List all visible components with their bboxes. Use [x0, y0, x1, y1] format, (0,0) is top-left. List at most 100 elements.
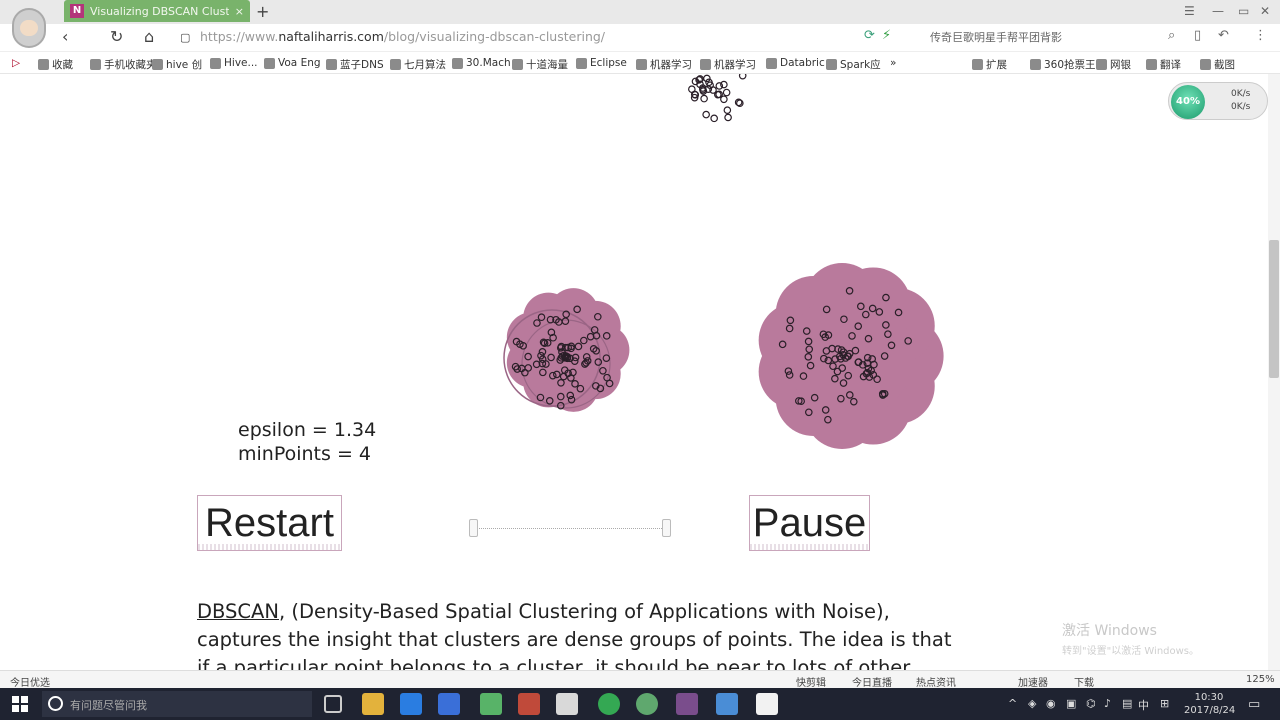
network-icon[interactable]: ⌬ — [1086, 697, 1096, 710]
speed-bolt-icon[interactable]: ⚡ — [882, 28, 892, 43]
bookmark-item[interactable]: 十道海量 — [512, 57, 568, 72]
bookmarks-overflow-icon[interactable]: » — [890, 57, 897, 69]
data-point — [806, 361, 815, 370]
pause-button[interactable]: Pause — [749, 495, 870, 551]
bookmark-item[interactable]: Hive... — [210, 57, 258, 69]
more-icon[interactable]: ⋮ — [1254, 28, 1267, 43]
bookmark-label: 机器学习 — [650, 59, 692, 71]
page-icon — [826, 59, 837, 70]
back-icon[interactable]: ‹ — [62, 27, 69, 46]
bookmark-item[interactable]: Databric — [766, 57, 825, 69]
store-icon[interactable] — [438, 693, 460, 715]
bookmark-item[interactable]: Voa Eng — [264, 57, 321, 69]
url-text[interactable]: https://www.naftaliharris.com/blog/visua… — [200, 29, 605, 44]
status-recommend[interactable]: 今日优选 — [10, 678, 50, 689]
close-window-icon[interactable]: ✕ — [1260, 4, 1271, 18]
app-icon[interactable] — [676, 693, 698, 715]
bookmark-item[interactable]: Spark应 — [826, 57, 881, 72]
status-item[interactable]: 快剪辑 — [796, 678, 826, 689]
ime-indicator[interactable]: 中 — [1138, 699, 1149, 712]
tray-icon[interactable]: ▣ — [1066, 697, 1077, 710]
bookmark-label: Spark应 — [840, 59, 881, 71]
restart-button[interactable]: Restart — [197, 495, 342, 551]
volume-icon[interactable]: ♪ — [1104, 697, 1112, 710]
status-item[interactable]: 今日直播 — [852, 678, 892, 689]
reload-icon[interactable]: ↻ — [110, 27, 124, 46]
browser-active-icon[interactable] — [636, 693, 658, 715]
bookmarks-toggle-icon[interactable]: ▷ — [12, 57, 21, 69]
bookmark-item[interactable]: 翻译 — [1146, 57, 1181, 72]
bookmark-label: Eclipse — [590, 57, 627, 69]
app-icon[interactable] — [756, 693, 778, 715]
slider-handle-high[interactable] — [662, 519, 671, 537]
status-item[interactable]: 下载 — [1074, 678, 1094, 689]
speed-slider-track[interactable] — [474, 528, 666, 529]
edge-icon[interactable] — [400, 693, 422, 715]
bookmark-item[interactable]: 蓝子DNS — [326, 57, 384, 72]
ime-mode-icon[interactable]: ⊞ — [1160, 697, 1170, 710]
bookmark-item[interactable]: 截图 — [1200, 57, 1235, 72]
bookmark-item[interactable]: 30.Mach — [452, 57, 511, 69]
data-point — [700, 94, 708, 103]
data-point — [861, 310, 870, 319]
data-point — [720, 95, 728, 104]
menu-icon[interactable]: ☰ — [1184, 4, 1195, 18]
dbscan-link[interactable]: DBSCAN — [197, 600, 279, 623]
taskbar-search-box[interactable]: 有问题尽管问我 — [42, 691, 312, 717]
bookmark-item[interactable]: 网银 — [1096, 57, 1131, 72]
browser-tab[interactable]: N Visualizing DBSCAN Clusteri × — [64, 0, 250, 22]
taskbar-clock[interactable]: 10:30 2017/8/24 — [1184, 691, 1235, 717]
bookmark-label: 十道海量 — [526, 59, 568, 71]
tray-icon[interactable]: ◈ — [1028, 697, 1037, 710]
network-speed-widget[interactable]: 40% 0K/s 0K/s — [1168, 82, 1268, 120]
page-icon — [390, 59, 401, 70]
bookmark-item[interactable]: 机器学习 — [700, 57, 756, 72]
app-icon[interactable] — [716, 693, 738, 715]
minimize-icon[interactable]: — — [1212, 4, 1224, 18]
tray-chevron-icon[interactable]: ^ — [1008, 697, 1018, 710]
data-point — [837, 346, 846, 354]
search-icon[interactable]: ⌕ — [1168, 28, 1176, 43]
news-ticker[interactable]: 传奇巨歌明星手帮平团背影 — [930, 31, 1062, 44]
browser-360-icon[interactable] — [598, 693, 620, 715]
zoom-level[interactable]: 125% — [1246, 674, 1275, 685]
windows-start-icon[interactable] — [12, 696, 28, 712]
bookmark-item[interactable]: 手机收藏夹 — [90, 57, 157, 72]
bookmark-item[interactable]: 扩展 — [972, 57, 1007, 72]
slider-handle-low[interactable] — [469, 519, 478, 537]
bookmark-item[interactable]: 360抢票王 — [1030, 57, 1096, 72]
maximize-icon[interactable]: ▭ — [1238, 4, 1250, 18]
file-explorer-icon[interactable] — [362, 693, 384, 715]
bookmark-label: 网银 — [1110, 59, 1131, 71]
scrollbar-thumb[interactable] — [1269, 240, 1279, 378]
data-point — [704, 85, 713, 93]
bookmark-item[interactable]: Eclipse — [576, 57, 627, 69]
bookmark-label: Hive... — [224, 57, 258, 69]
reader-icon[interactable]: ▯ — [1194, 28, 1202, 43]
document-icon[interactable] — [556, 693, 578, 715]
tray-icon[interactable]: ◉ — [1046, 697, 1056, 710]
bookmark-label: 蓝子DNS — [340, 59, 384, 71]
task-view-icon[interactable] — [324, 695, 342, 713]
data-point — [839, 348, 848, 356]
keyboard-icon[interactable]: ▤ — [1122, 697, 1133, 710]
app-icon[interactable] — [518, 693, 540, 715]
bookmark-item[interactable]: hive 创 — [152, 57, 202, 72]
undo-icon[interactable]: ↶ — [1218, 28, 1229, 43]
tab-close-icon[interactable]: × — [234, 4, 244, 18]
data-point — [863, 359, 872, 367]
bookmark-item[interactable]: 收藏 — [38, 57, 73, 72]
home-icon[interactable]: ⌂ — [144, 27, 155, 46]
data-point — [854, 322, 863, 330]
bookmark-label: 手机收藏夹 — [104, 59, 157, 71]
app-icon[interactable] — [480, 693, 502, 715]
bookmark-item[interactable]: 七月算法 — [390, 57, 446, 72]
notification-icon[interactable]: ▭ — [1248, 697, 1261, 712]
bookmark-item[interactable]: 机器学习 — [636, 57, 692, 72]
status-item[interactable]: 加速器 — [1018, 678, 1048, 689]
status-item[interactable]: 热点资讯 — [916, 678, 956, 689]
new-tab-button[interactable]: + — [256, 2, 270, 21]
user-avatar[interactable] — [12, 8, 46, 48]
security-shield-icon[interactable]: ⟳ — [864, 28, 875, 43]
page-icon — [264, 57, 275, 69]
